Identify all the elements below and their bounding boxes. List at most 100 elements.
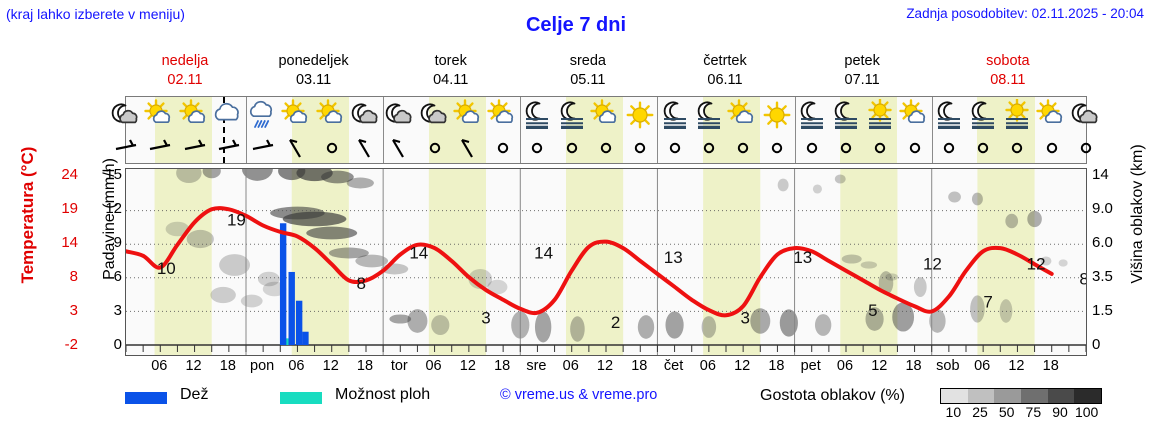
precipitation-tick: 6 (113, 268, 122, 285)
day-name: sreda (569, 53, 606, 69)
temperature-value-label: 3 (481, 308, 490, 327)
day-divider (383, 97, 385, 163)
sun-cloud-icon (589, 99, 623, 133)
density-swatch (1047, 389, 1075, 403)
sun-fog-icon (863, 98, 897, 133)
day-date: 04.11 (433, 72, 469, 88)
day-date: 08.11 (990, 72, 1026, 88)
day-header-2: ponedeljek 03.11 (245, 52, 382, 90)
sun-icon (623, 99, 657, 133)
day-divider (246, 97, 247, 163)
x-tick-label: sob (936, 358, 960, 374)
x-tick-label: 12 (871, 358, 888, 374)
temperature-tick: 14 (61, 234, 78, 251)
cloud-density-colorbar (940, 388, 1102, 404)
x-tick-label: 18 (1042, 358, 1059, 374)
day-name: sobota (986, 53, 1030, 69)
precipitation-tick: 12 (105, 200, 122, 217)
wind-barb (593, 137, 619, 161)
moon-fog-icon (795, 99, 829, 133)
x-axis-labels: 06 12 18 pon 06 12 18 tor 06 12 18 sre 06 12 18 čet 06 12… (125, 358, 1087, 378)
sun-cloud-icon (315, 99, 349, 133)
chart-legend: Dež Možnost ploh © vreme.us & vreme.pro … (125, 386, 1145, 426)
day-header-4: sreda 05.11 (519, 52, 656, 90)
wind-barb (284, 137, 310, 161)
day-divider (931, 97, 933, 163)
sun-cloud-icon (280, 99, 314, 133)
density-swatch (1074, 389, 1102, 403)
moon-fog-icon (555, 99, 589, 133)
temperature-axis-title: Temperatura (°C) (18, 146, 37, 284)
cloudheight-tick: 9.0 (1092, 200, 1113, 217)
moon-cloud-icon (383, 99, 417, 133)
day-divider (520, 97, 522, 163)
x-tick-label: 06 (974, 358, 991, 374)
day-header-7: sobota 08.11 (931, 52, 1085, 90)
sun-cloud-icon (726, 99, 760, 133)
page-title: Celje 7 dni (525, 14, 627, 36)
wind-barb (490, 137, 516, 161)
wind-barb (902, 137, 928, 161)
wind-barb (182, 137, 208, 161)
x-tick-label: 12 (596, 358, 614, 374)
temperature-value-label: 8 (356, 274, 365, 293)
location-hint: (kraj lahko izberete v meniju) (6, 6, 185, 22)
cloud-density-label: Gostota oblakov (%) (760, 387, 905, 404)
weather-icon-panel (111, 96, 1098, 164)
day-date: 07.11 (844, 72, 880, 88)
x-tick-label: 12 (459, 358, 476, 374)
wind-barb (730, 137, 756, 161)
showers-legend-swatch (280, 392, 322, 404)
wind-barb (250, 137, 276, 161)
cloudheight-tick: 0 (1092, 336, 1101, 353)
rain-legend-label: Dež (180, 386, 209, 403)
day-header-strip: nedelja 02.11 ponedeljek 03.11 torek 04.11 sre… (125, 52, 1087, 92)
temperature-value-label: 13 (664, 248, 683, 267)
daylight-band (703, 97, 761, 163)
density-swatch (967, 389, 995, 403)
day-name: torek (434, 53, 467, 69)
x-tick-label: tor (390, 358, 408, 374)
x-tick-label: 18 (905, 358, 922, 374)
cloudheight-tick: 1.5 (1092, 302, 1113, 319)
density-tick: 50 (998, 404, 1015, 420)
temperature-value-label: 14 (409, 243, 428, 262)
moon-fog-icon (692, 99, 726, 133)
wind-barb (867, 137, 893, 161)
last-update-text: Zadnja posodobitev: 02.11.2025 - 20:04 (906, 6, 1144, 21)
x-tick-label: 18 (219, 358, 236, 374)
now-marker (223, 97, 226, 163)
density-swatch (941, 389, 968, 403)
copyright-link[interactable]: © vreme.us & vreme.pro (500, 387, 658, 403)
moon-fog-icon (829, 99, 863, 133)
moon-fog-icon (966, 99, 1000, 133)
cloudheight-tick: 6.0 (1092, 234, 1113, 251)
temperature-value-label: 8 (1079, 269, 1086, 288)
sun-cloud-icon (452, 99, 486, 133)
sun-cloud-icon (178, 99, 212, 133)
moon-fog-icon (658, 99, 692, 133)
day-name: petek (844, 53, 880, 69)
wind-barb (833, 137, 859, 161)
wind-barb (799, 137, 825, 161)
daylight-band (977, 97, 1035, 163)
plot-svg: 10 19 8 14 3 14 2 13 3 13 5 12 7 12 8 (126, 169, 1086, 355)
day-divider (657, 97, 659, 163)
day-name: četrtek (703, 53, 747, 69)
day-header-1: nedelja 02.11 (125, 52, 245, 90)
temperature-value-label: 13 (793, 248, 812, 267)
temperature-value-label: 2 (611, 313, 620, 332)
temperature-tick: 19 (61, 200, 78, 217)
moon-cloud-icon (1069, 99, 1103, 133)
day-date: 06.11 (707, 72, 743, 88)
wind-barb (627, 137, 653, 161)
moon-fog-icon (520, 99, 554, 133)
daylight-band (154, 97, 212, 163)
day-header-6: petek 07.11 (794, 52, 931, 90)
x-tick-label: 18 (631, 358, 648, 374)
temperature-value-label: 10 (157, 259, 176, 278)
density-tick: 90 (1052, 404, 1068, 420)
day-divider (794, 97, 796, 163)
forecast-plot: 10 19 8 14 3 14 2 13 3 13 5 12 7 12 8 (125, 168, 1087, 356)
sun-cloud-icon (486, 99, 520, 133)
